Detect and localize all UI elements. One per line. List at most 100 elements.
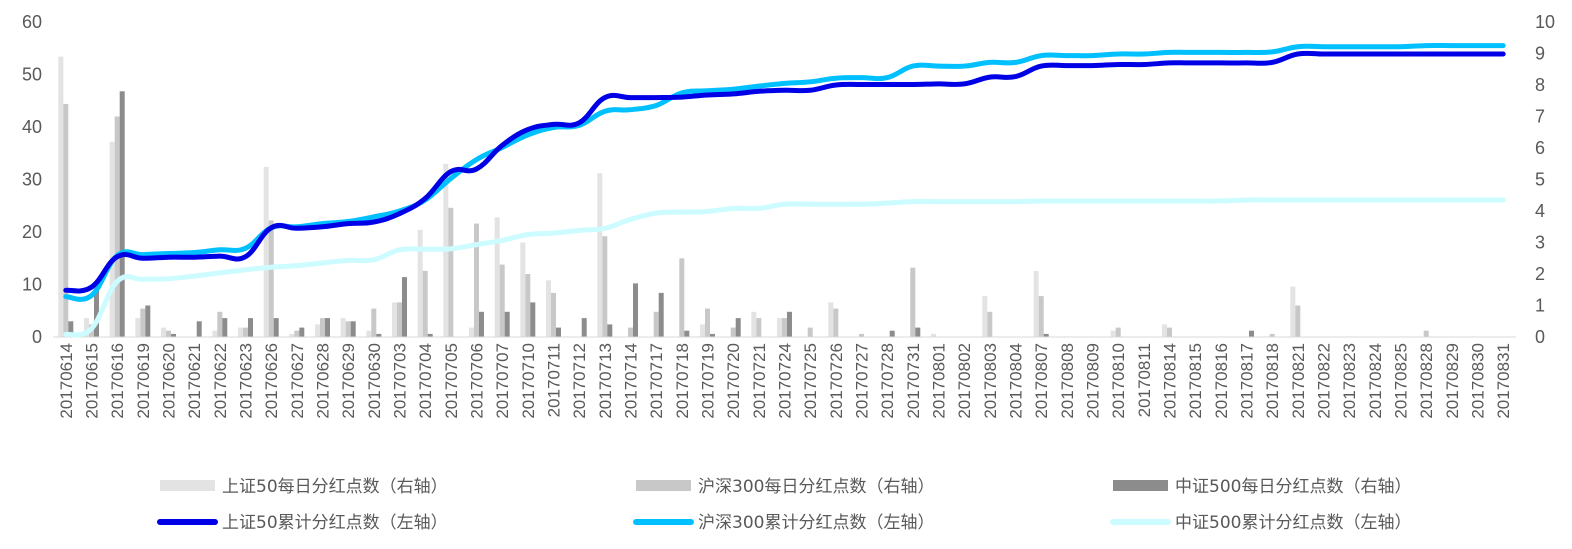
bar-s3-20170710 (530, 302, 536, 337)
bar-s3-20170627 (299, 327, 305, 337)
bar-s3-20170622 (222, 318, 228, 337)
bar-s1-20170821 (1290, 286, 1296, 337)
legend-label-bar-1: 上证50每日分红点数（右轴） (222, 477, 448, 497)
left-tick-40: 40 (22, 117, 42, 137)
bar-s1-20170629 (340, 318, 346, 337)
right-tick-5: 5 (1535, 170, 1545, 190)
bar-s3-20170623 (248, 318, 253, 337)
x-tick-20170804: 20170804 (1007, 343, 1026, 419)
x-tick-20170830: 20170830 (1469, 343, 1488, 419)
bar-s3-20170718 (684, 330, 690, 337)
right-tick-2: 2 (1535, 264, 1545, 284)
x-tick-20170706: 20170706 (468, 343, 487, 419)
bar-s2-20170620 (166, 330, 171, 337)
bar-s3-20170731 (915, 327, 921, 337)
x-tick-20170807: 20170807 (1032, 343, 1051, 419)
bar-s3-20170714 (633, 283, 638, 337)
bar-s3-20170713 (607, 324, 613, 337)
bar-s2-20170718 (679, 258, 685, 338)
x-tick-20170714: 20170714 (622, 343, 641, 419)
x-tick-20170614: 20170614 (57, 343, 76, 419)
line-series-3 (63, 197, 1506, 338)
bar-s2-20170630 (371, 308, 377, 337)
left-axis-ticks: 0 10 20 30 40 50 60 (22, 12, 42, 347)
bar-s3-20170621 (196, 321, 202, 338)
x-tick-20170726: 20170726 (827, 343, 846, 419)
legend-swatch-bar-2 (636, 480, 691, 491)
right-tick-8: 8 (1535, 75, 1545, 95)
bar-s1-20170627 (289, 333, 295, 337)
left-tick-50: 50 (22, 65, 42, 85)
x-tick-20170704: 20170704 (416, 343, 435, 419)
bar-s2-20170821 (1295, 305, 1301, 337)
x-tick-20170815: 20170815 (1186, 343, 1205, 419)
x-tick-20170707: 20170707 (493, 343, 512, 419)
bar-s1-20170711 (546, 280, 551, 337)
bar-s3-20170704 (427, 333, 433, 337)
bar-s1-20170713 (597, 173, 603, 337)
bar-s2-20170719 (705, 308, 710, 337)
x-tick-20170623: 20170623 (237, 343, 256, 419)
bar-s3-20170615 (94, 283, 99, 337)
bar-s1-20170703 (392, 302, 397, 337)
bar-s2-20170623 (243, 327, 248, 337)
bar-s3-20170728 (889, 330, 895, 337)
x-tick-20170814: 20170814 (1161, 343, 1180, 419)
right-tick-10: 10 (1535, 12, 1555, 32)
bar-s2-20170710 (525, 274, 531, 337)
bar-s3-20170717 (658, 292, 664, 337)
bar-s1-20170614 (58, 56, 64, 337)
x-tick-20170627: 20170627 (288, 343, 307, 419)
bar-s3-20170807 (1043, 333, 1049, 337)
bar-s2-20170724 (782, 318, 787, 337)
x-tick-20170803: 20170803 (981, 343, 1000, 419)
bar-s2-20170720 (730, 327, 736, 337)
left-tick-20: 20 (22, 222, 42, 242)
bar-s2-20170629 (345, 321, 351, 338)
legend-label-bar-3: 中证500每日分红点数（右轴） (1175, 477, 1411, 497)
x-tick-20170621: 20170621 (185, 343, 204, 419)
x-tick-20170720: 20170720 (724, 343, 743, 419)
x-tick-20170821: 20170821 (1289, 343, 1308, 419)
x-tick-20170713: 20170713 (596, 343, 615, 419)
bar-s2-20170703 (397, 302, 402, 337)
x-tick-20170712: 20170712 (570, 343, 589, 419)
bar-s1-20170719 (700, 324, 705, 337)
bar-s1-20170619 (135, 318, 141, 337)
legend-swatch-bar-1 (160, 480, 215, 491)
right-tick-7: 7 (1535, 107, 1545, 127)
legend-label-line-2: 沪深300累计分红点数（左轴） (698, 513, 934, 533)
x-tick-20170824: 20170824 (1366, 343, 1385, 419)
bar-s3-20170706 (479, 311, 484, 337)
bar-s3-20170720 (735, 318, 741, 337)
bar-s2-20170614 (63, 103, 69, 338)
bar-s2-20170717 (653, 311, 659, 337)
bar-s2-20170616 (114, 116, 120, 337)
bar-s2-20170725 (807, 327, 813, 337)
right-tick-6: 6 (1535, 138, 1545, 158)
x-tick-20170628: 20170628 (314, 343, 333, 419)
x-tick-20170620: 20170620 (160, 343, 179, 419)
bar-s2-20170721 (756, 318, 762, 337)
x-tick-20170711: 20170711 (545, 343, 564, 417)
x-axis-ticks: 20170614 20170615 20170616 20170619 20170620… (57, 343, 1513, 419)
bar-s1-20170623 (238, 327, 243, 337)
x-tick-20170622: 20170622 (211, 343, 230, 419)
x-tick-20170808: 20170808 (1058, 343, 1077, 419)
bar-s3-20170719 (710, 333, 715, 337)
bar-s2-20170814 (1167, 327, 1172, 337)
bar-s3-20170616 (119, 91, 125, 337)
x-tick-20170818: 20170818 (1263, 343, 1282, 419)
bar-layer (58, 56, 1429, 338)
bar-s2-20170706 (474, 223, 479, 337)
x-tick-20170728: 20170728 (878, 343, 897, 419)
x-tick-20170629: 20170629 (339, 343, 358, 419)
bar-s2-20170705 (448, 207, 454, 337)
bar-s1-20170616 (109, 141, 115, 337)
x-tick-20170822: 20170822 (1315, 343, 1334, 419)
x-tick-20170725: 20170725 (801, 343, 820, 419)
bar-s3-20170630 (376, 333, 382, 337)
x-tick-20170719: 20170719 (699, 343, 718, 419)
x-tick-20170816: 20170816 (1212, 343, 1231, 419)
